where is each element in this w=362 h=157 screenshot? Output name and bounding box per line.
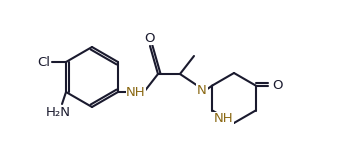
Text: Cl: Cl [38,56,51,68]
Text: H₂N: H₂N [46,106,71,119]
Text: O: O [272,79,283,92]
Text: N: N [197,84,207,97]
Text: NH: NH [126,86,146,98]
Text: O: O [145,32,155,44]
Text: NH: NH [213,112,233,125]
